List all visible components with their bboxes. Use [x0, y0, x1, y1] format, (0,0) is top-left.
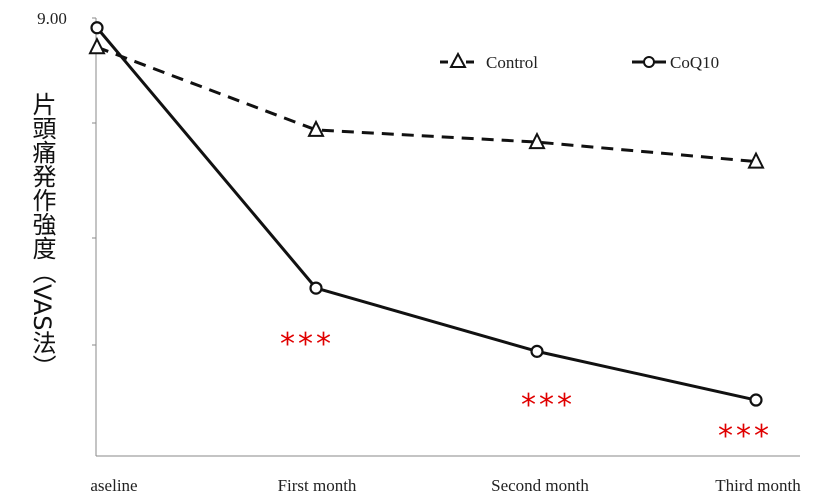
series-lines: [95, 26, 757, 402]
x-tick-label-0: aseline: [90, 476, 137, 495]
series-line-control: [96, 45, 757, 164]
point-coq10-3: [749, 393, 763, 407]
legend-marker-coq10: [643, 56, 655, 68]
point-coq10-1: [309, 281, 323, 295]
significance-markers: *** *** ***: [280, 327, 772, 454]
y-tick-label-top: 9.00: [37, 9, 67, 28]
point-control-3: [747, 151, 765, 169]
legend: Control CoQ10: [440, 51, 719, 72]
legend-label-control: Control: [486, 53, 538, 72]
point-control-2: [528, 131, 546, 150]
legend-marker-control: [449, 51, 467, 68]
significance-stars-1: ***: [521, 388, 575, 423]
point-coq10-0: [90, 21, 104, 35]
x-tick-label-2: Second month: [491, 476, 589, 495]
significance-stars-2: ***: [718, 419, 772, 454]
legend-label-coq10: CoQ10: [670, 53, 719, 72]
y-axis-label: 片頭痛発作強度（VAS法）: [28, 92, 56, 379]
tick-labels: 9.00 aseline First month Second month Third …: [37, 9, 801, 495]
significance-stars-0: ***: [280, 327, 334, 362]
series-line-coq10: [95, 26, 757, 402]
x-tick-label-1: First month: [278, 476, 357, 495]
point-control-0: [88, 36, 106, 55]
x-tick-label-3: Third month: [715, 476, 801, 495]
series-markers: [88, 21, 765, 407]
point-control-1: [307, 119, 325, 137]
axes: [92, 17, 800, 457]
point-coq10-2: [530, 344, 544, 358]
